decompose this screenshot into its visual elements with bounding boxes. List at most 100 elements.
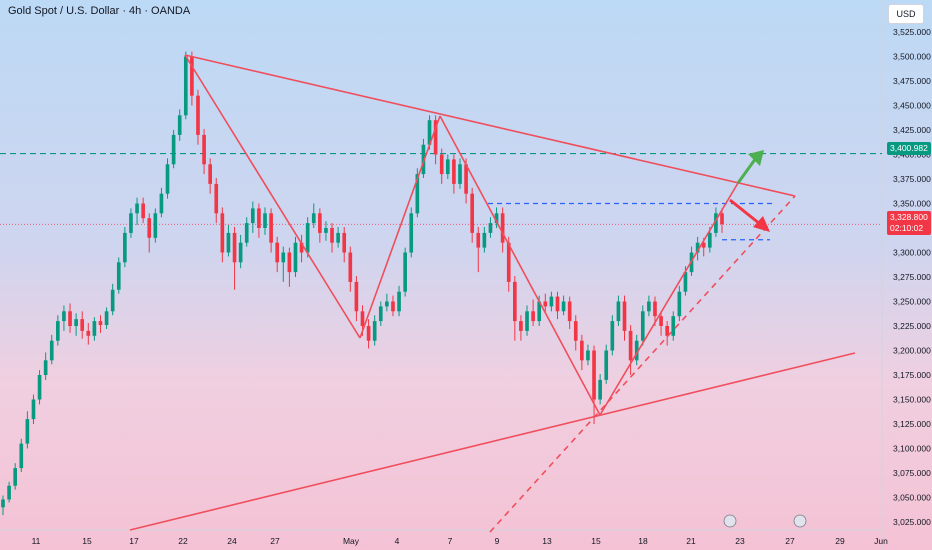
candle-body bbox=[232, 232, 237, 263]
bearish-arrow-head bbox=[753, 216, 770, 232]
y-tick-label: 3,525.000 bbox=[893, 27, 931, 37]
candle-body bbox=[110, 289, 115, 312]
ascending-support-line bbox=[129, 352, 856, 531]
candle-body bbox=[25, 419, 30, 444]
candle-body bbox=[653, 301, 657, 317]
candle-body bbox=[293, 242, 298, 273]
candle-body bbox=[311, 213, 316, 224]
candle-body bbox=[208, 164, 212, 184]
chart-title: Gold Spot / U.S. Dollar · 4h · OANDA bbox=[8, 5, 191, 17]
candle-body bbox=[372, 321, 377, 341]
candle-body bbox=[92, 321, 97, 336]
candle-body bbox=[244, 223, 249, 243]
y-tick-label: 3,275.000 bbox=[893, 272, 931, 282]
candle-body bbox=[226, 232, 231, 253]
candle-body bbox=[135, 203, 139, 214]
dashed-support-projection bbox=[489, 195, 796, 533]
candle-body bbox=[610, 321, 615, 351]
candle-body bbox=[220, 213, 225, 253]
y-tick-label: 3,125.000 bbox=[893, 419, 931, 429]
zigzag-line bbox=[359, 115, 441, 339]
candle-body bbox=[196, 95, 200, 135]
candle-body bbox=[104, 311, 109, 326]
candle-body bbox=[385, 301, 389, 307]
y-tick-label: 3,150.000 bbox=[893, 395, 931, 405]
descending-trendline bbox=[184, 54, 796, 197]
candle-body bbox=[190, 56, 194, 96]
candle-body bbox=[177, 115, 182, 135]
candle-body bbox=[531, 311, 535, 322]
level-price-tag: 3,400.982 bbox=[887, 142, 931, 155]
candle-body bbox=[324, 228, 328, 233]
y-tick-label: 3,100.000 bbox=[893, 444, 931, 454]
y-tick-label: 3,025.000 bbox=[893, 517, 931, 527]
candle-body bbox=[49, 340, 54, 361]
candle-body bbox=[488, 223, 493, 233]
candle-body bbox=[458, 164, 462, 184]
currency-button[interactable]: USD bbox=[888, 4, 924, 24]
candle-body bbox=[695, 242, 700, 253]
candle-body bbox=[281, 252, 286, 263]
y-tick-label: 3,075.000 bbox=[893, 468, 931, 478]
candle-body bbox=[318, 213, 322, 233]
y-tick-label: 3,475.000 bbox=[893, 76, 931, 86]
candle-body bbox=[62, 311, 66, 322]
event-flag-icon bbox=[723, 514, 737, 528]
candle-body bbox=[116, 262, 121, 290]
candle-body bbox=[342, 232, 347, 253]
candle-body bbox=[494, 213, 499, 224]
candle-body bbox=[647, 301, 651, 312]
candle-body bbox=[330, 228, 334, 243]
candle-body bbox=[665, 326, 669, 336]
candle-body bbox=[616, 301, 621, 322]
y-tick-label: 3,225.000 bbox=[893, 321, 931, 331]
y-tick-label: 3,500.000 bbox=[893, 52, 931, 62]
x-tick-label: 15 bbox=[82, 536, 92, 546]
candle-body bbox=[68, 311, 72, 326]
candle-body bbox=[165, 164, 170, 194]
y-tick-label: 3,450.000 bbox=[893, 101, 931, 111]
candle-body bbox=[238, 242, 243, 263]
candle-body bbox=[433, 120, 438, 155]
candle-body bbox=[549, 296, 554, 307]
candle-body bbox=[299, 242, 304, 253]
candle-body bbox=[567, 301, 572, 322]
candle-body bbox=[403, 252, 407, 292]
candle-body bbox=[257, 208, 261, 228]
candle-body bbox=[476, 232, 481, 248]
candle-body bbox=[183, 56, 188, 116]
candle-body bbox=[378, 306, 383, 322]
candle-body bbox=[305, 223, 310, 253]
candle-body bbox=[525, 311, 529, 331]
x-tick-label: 22 bbox=[178, 536, 188, 546]
candle-body bbox=[263, 213, 267, 228]
candle-body bbox=[7, 485, 11, 500]
candle-body bbox=[439, 154, 444, 175]
candle-body bbox=[622, 301, 627, 331]
x-tick-label: 18 bbox=[638, 536, 648, 546]
candle-body bbox=[421, 144, 426, 175]
candle-body bbox=[561, 301, 566, 312]
candle-body bbox=[519, 321, 523, 331]
candle-body bbox=[31, 399, 36, 420]
x-tick-label: 24 bbox=[227, 536, 237, 546]
candle-body bbox=[147, 218, 152, 238]
x-tick-label: 11 bbox=[32, 536, 41, 546]
candle-body bbox=[287, 252, 292, 273]
x-tick-label: 9 bbox=[495, 536, 500, 546]
x-tick-label: 4 bbox=[395, 536, 400, 546]
current-price-tag: 3,328.800 02:10:02 bbox=[887, 211, 931, 235]
candle-body bbox=[720, 213, 724, 225]
candle-body bbox=[427, 120, 432, 145]
x-tick-label: 29 bbox=[835, 536, 845, 546]
candle-body bbox=[586, 350, 590, 361]
candle-body bbox=[470, 193, 475, 233]
candle-body bbox=[445, 159, 450, 175]
candle-body bbox=[360, 311, 365, 326]
x-tick-label: 15 bbox=[591, 536, 601, 546]
candle-body bbox=[159, 193, 164, 214]
current-price-value: 3,328.800 bbox=[890, 212, 928, 222]
bullish-arrow-head bbox=[748, 150, 764, 166]
